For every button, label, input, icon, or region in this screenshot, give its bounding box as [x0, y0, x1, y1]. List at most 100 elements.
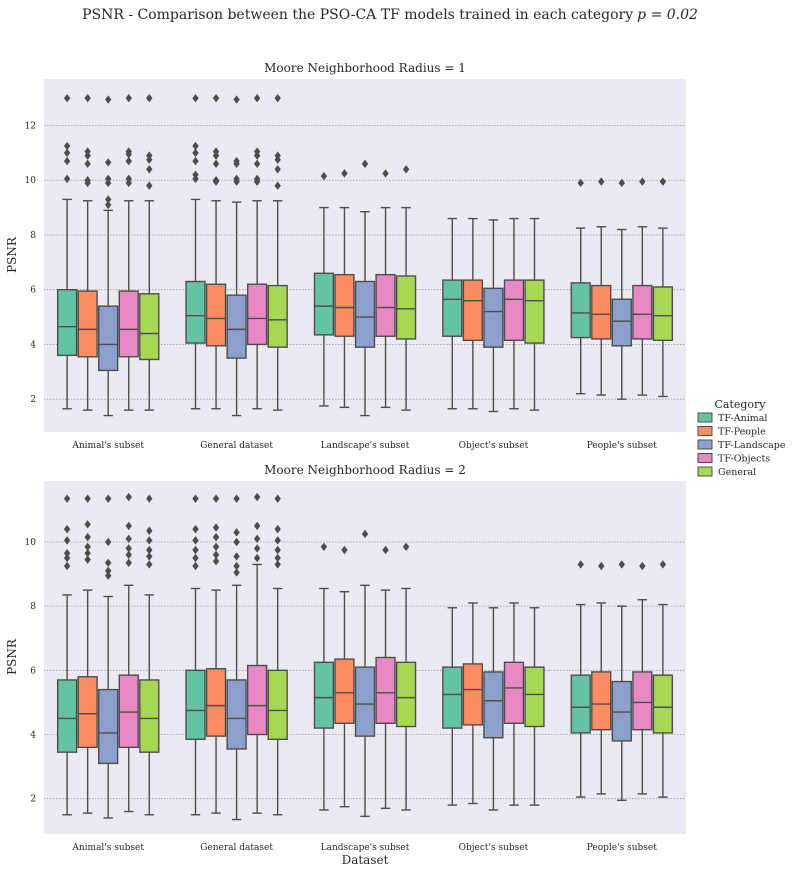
outlier-point	[84, 159, 91, 169]
x-axis-label: Dataset	[342, 853, 389, 867]
outlier-point	[192, 141, 199, 151]
outlier-point	[253, 521, 261, 531]
y-tick-label: 12	[25, 122, 36, 132]
box-iqr	[591, 671, 612, 731]
outlier-point	[84, 542, 91, 551]
outlier-point	[212, 93, 220, 103]
x-tick-label: Animal's subset	[71, 441, 144, 451]
outlier-point	[233, 537, 240, 547]
outlier-point	[146, 494, 153, 503]
outlier-point	[618, 560, 625, 569]
box-tf-people-4	[591, 177, 612, 396]
outlier-point	[125, 534, 132, 543]
box-tf-animal-0	[56, 494, 78, 816]
box-tf-animal-0	[56, 93, 78, 410]
box-general-3	[524, 217, 545, 411]
outlier-point	[253, 93, 261, 103]
box-tf-animal-2	[313, 542, 335, 811]
outlier-point	[233, 159, 240, 169]
box-iqr	[652, 286, 674, 342]
outlier-point	[63, 561, 71, 571]
box-tf-landscape-3	[483, 219, 504, 413]
legend-label: General	[718, 467, 756, 478]
box-iqr	[98, 688, 119, 765]
outlier-point	[233, 95, 240, 104]
outlier-point	[598, 561, 605, 571]
box-iqr	[246, 283, 268, 346]
outlier-point	[233, 528, 240, 537]
box-iqr	[118, 290, 139, 358]
x-tick-label: People's subset	[587, 843, 657, 853]
box-tf-objects-3	[503, 602, 525, 806]
outlier-point	[192, 524, 199, 534]
y-tick-label: 10	[25, 538, 37, 548]
outlier-point	[105, 566, 112, 576]
outlier-point	[146, 93, 153, 103]
outlier-point	[639, 177, 646, 186]
legend-title: Category	[714, 398, 766, 411]
outlier-point	[212, 159, 220, 169]
outlier-point	[577, 178, 584, 188]
y-tick-label: 4	[30, 731, 36, 741]
y-axis-label: PSNR	[5, 638, 19, 675]
y-tick-label: 4	[30, 340, 36, 350]
outlier-point	[253, 159, 261, 169]
outlier-point	[253, 553, 261, 563]
box-group	[56, 492, 674, 821]
box-general-0	[139, 494, 160, 816]
outlier-point	[146, 181, 153, 190]
x-tick-label: Landscape's subset	[321, 843, 410, 853]
outlier-point	[274, 181, 281, 190]
box-tf-animal-2	[313, 171, 335, 407]
outlier-point	[125, 178, 132, 188]
box-general-2	[395, 165, 417, 411]
box-iqr	[77, 290, 98, 358]
legend-label: TF-People	[718, 427, 766, 438]
box-group	[56, 93, 674, 417]
outlier-point	[125, 521, 132, 531]
outlier-point	[212, 542, 220, 551]
legend-item: TF-Objects	[697, 453, 770, 465]
outlier-point	[659, 560, 667, 569]
box-iqr	[226, 679, 247, 750]
outlier-point	[125, 550, 132, 560]
outlier-point	[84, 178, 91, 188]
legend: Category TF-AnimalTF-PeopleTF-LandscapeT…	[697, 398, 786, 478]
box-general-4	[652, 560, 674, 798]
outlier-point	[84, 93, 91, 103]
box-iqr	[375, 273, 396, 337]
box-general-0	[139, 93, 160, 411]
box-iqr	[98, 305, 119, 372]
legend-item: TF-People	[697, 426, 766, 438]
outlier-point	[192, 536, 199, 545]
box-tf-landscape-1	[226, 95, 247, 417]
box-iqr	[524, 666, 545, 728]
outlier-point	[63, 549, 71, 558]
outlier-point	[63, 156, 71, 166]
box-tf-landscape-1	[226, 494, 247, 821]
outlier-point	[63, 93, 71, 103]
outlier-point	[253, 177, 261, 186]
box-tf-objects-0	[118, 93, 139, 411]
outlier-point	[320, 542, 328, 551]
suptitle-text: PSNR - Comparison between the PSO-CA TF …	[82, 7, 633, 23]
outlier-point	[192, 174, 199, 184]
box-iqr	[503, 279, 525, 342]
outlier-point	[192, 494, 199, 503]
box-iqr	[632, 671, 653, 731]
box-iqr	[56, 289, 78, 357]
outlier-point	[125, 150, 132, 159]
box-general-2	[395, 542, 417, 811]
outlier-point	[212, 532, 220, 542]
subplot-radius-1: 2 4 6 8 10 12 Animal's subset General dataset L…	[5, 61, 686, 451]
box-iqr	[462, 663, 484, 726]
legend-item: General	[697, 466, 756, 478]
box-general-3	[524, 607, 545, 806]
outlier-point	[212, 151, 220, 160]
box-tf-people-2	[334, 545, 355, 808]
legend-swatch	[697, 439, 713, 450]
outlier-point	[192, 148, 199, 158]
box-iqr	[632, 284, 653, 340]
box-tf-objects-4	[632, 561, 653, 795]
